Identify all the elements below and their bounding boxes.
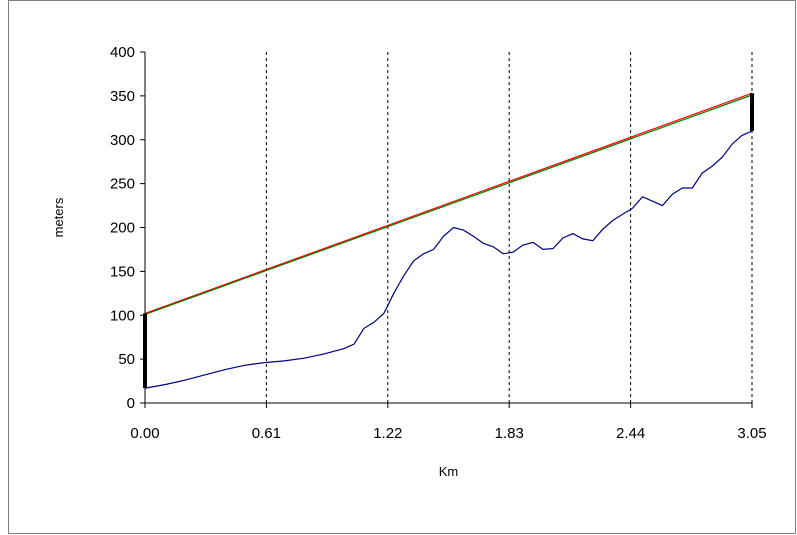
series-line-terrain [144, 130, 753, 389]
y-tick-label-5: 250 [110, 176, 135, 193]
axes [144, 52, 752, 404]
series-group [144, 92, 753, 389]
series-line-sightline-a [144, 92, 753, 315]
y-tick-label-8: 400 [110, 44, 135, 61]
x-tick-label-2: 1.22 [373, 425, 402, 442]
marker-group [143, 93, 754, 389]
series-line-sightline-b [144, 94, 753, 315]
x-tick-label-0: 0.00 [130, 425, 159, 442]
x-tick-group: 0.00 0.61 1.22 1.83 2.44 3.05 [130, 403, 767, 442]
y-tick-label-4: 200 [110, 220, 135, 237]
y-tick-label-6: 300 [110, 132, 135, 149]
y-tick-label-7: 350 [110, 88, 135, 105]
y-tick-group: 0 50 100 150 200 250 300 350 400 [110, 44, 145, 412]
y-tick-label-1: 50 [118, 351, 135, 368]
grid [265, 52, 753, 403]
x-tick-label-1: 0.61 [252, 425, 281, 442]
x-tick-label-4: 2.44 [616, 425, 645, 442]
y-tick-label-0: 0 [127, 395, 135, 412]
x-tick-label-3: 1.83 [495, 425, 524, 442]
x-axis-title: Km [439, 464, 459, 479]
chart-frame [8, 0, 796, 534]
y-tick-label-3: 150 [110, 263, 135, 280]
y-axis-title: meters [51, 197, 66, 237]
y-tick-label-2: 100 [110, 307, 135, 324]
x-tick-label-5: 3.05 [737, 425, 766, 442]
